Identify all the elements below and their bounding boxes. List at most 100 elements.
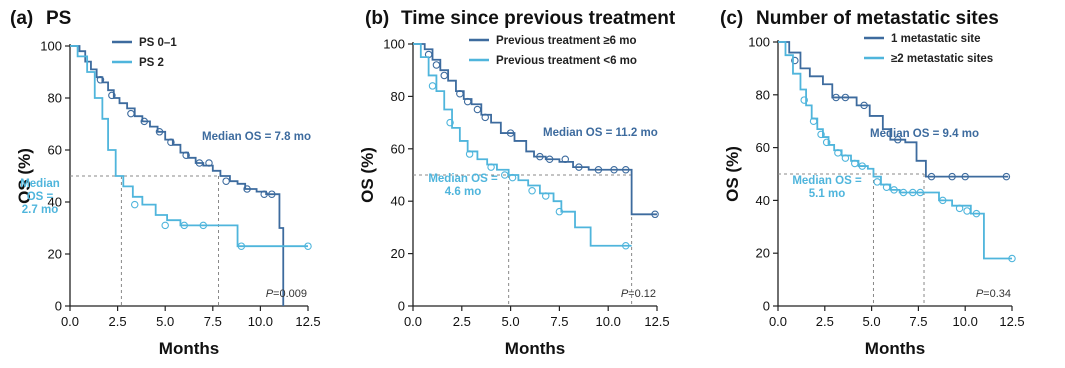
censor-mark [927,172,936,181]
chart-panel-b: (b) Time since previous treatment 0.0 2.5 5.… [355,0,710,368]
p-value: P=0.34 [976,288,1011,300]
x-tick-label: 5.0 [156,314,174,329]
censor-mark [140,117,149,126]
censor-mark [182,151,190,159]
censor-mark [800,96,808,104]
censor-mark [260,190,268,198]
censor-mark [222,177,230,185]
censor-mark [955,204,964,213]
censor-mark [972,209,981,218]
censor-mark [446,118,454,127]
censor-mark [873,178,881,186]
legend-label: PS 0–1 [139,37,177,49]
y-axis-title: OS (%) [723,146,742,202]
median-os-annotation: 5.1 mo [809,188,845,200]
x-tick-label: 5.0 [863,314,881,329]
censor-mark [561,155,570,164]
x-tick-label: 0.0 [769,314,787,329]
censor-mark [243,185,251,193]
censor-mark [882,183,891,191]
censor-mark [961,172,969,181]
x-tick-label: 12.5 [999,314,1024,329]
censor-mark [268,190,276,198]
censor-mark [463,97,472,106]
censor-mark [428,82,437,90]
censor-mark [432,61,441,69]
x-tick-label: 10.0 [953,314,978,329]
censor-mark [963,207,971,215]
censor-mark [916,188,925,197]
censor-mark [96,76,105,84]
censor-mark [237,242,246,250]
y-tick-label: 80 [756,87,770,102]
median-os-annotation: 4.6 mo [445,186,481,198]
chart-title: Time since previous treatment [401,8,676,29]
km-curve-2 [70,45,308,248]
censor-mark [528,186,536,195]
censor-mark [555,207,564,216]
p-value: P=0.009 [266,288,307,300]
y-tick-label: 80 [48,91,62,106]
x-tick-label: 12.5 [644,314,669,329]
median-os-annotation: OS = [27,191,54,203]
p-value-symbol: P [621,288,629,300]
y-tick-label: 20 [391,246,405,261]
x-axis-title: Months [505,339,565,358]
censor-mark [938,196,947,205]
censor-mark [155,128,164,136]
chart-svg: (b) Time since previous treatment 0.0 2.5 5.… [358,8,676,358]
x-axis-title: Months [865,339,925,358]
p-value-number: =0.12 [628,288,656,300]
censor-mark [205,159,213,167]
censor-mark [651,210,659,219]
x-tick-label: 12.5 [295,314,320,329]
p-value-symbol: P [976,288,984,300]
censor-mark [1008,254,1016,263]
chart-title: PS [46,8,71,29]
censor-mark [500,171,509,179]
km-curve-1 [413,43,657,216]
median-os-annotation: Median OS = 11.2 mo [543,127,658,139]
censor-mark [487,163,495,171]
y-tick-label: 80 [391,89,405,104]
censor-mark [832,93,840,102]
median-os-annotation: Median OS = 7.8 mo [202,131,311,143]
censor-mark [195,159,204,167]
censor-mark [473,105,482,114]
censor-mark [817,130,825,139]
censor-mark [506,129,515,137]
median-os-annotation: Median [20,178,60,190]
x-tick-label: 0.0 [404,314,422,329]
y-tick-label: 100 [748,35,770,50]
censor-mark [545,155,554,164]
legend-label: Previous treatment <6 mo [496,55,637,67]
y-tick-label: 0 [398,299,405,314]
x-tick-label: 2.5 [109,314,127,329]
panel-label: (a) [10,8,33,29]
censor-mark [899,188,908,197]
censor-mark [456,90,464,98]
median-os-annotation: Median OS = [428,173,498,185]
chart-svg: (a) PS 0.0 2.5 5.0 7.5 10.0 12.5 0 20 40 60 80 100 Mon… [10,8,321,358]
chart-panel-c: (c) Number of metastatic sites 0.0 2.5 5.0 7.… [710,0,1065,368]
y-axis-title: OS (%) [15,148,34,204]
km-curve-2 [413,43,632,247]
chart-svg: (c) Number of metastatic sites 0.0 2.5 5.0 7.… [720,8,1025,358]
p-value-number: =0.009 [273,288,307,300]
censor-mark [508,173,517,182]
y-tick-label: 40 [48,195,62,210]
censor-mark [594,166,603,174]
censor-mark [622,241,630,250]
censor-mark [180,221,188,230]
censor-mark [440,71,448,80]
censor-mark [909,188,917,197]
y-axis-title: OS (%) [358,147,377,203]
y-tick-label: 60 [756,140,770,155]
panel-label: (b) [365,8,389,29]
p-value-number: =0.34 [983,288,1011,300]
x-tick-label: 7.5 [550,314,568,329]
p-value: P=0.12 [621,288,656,300]
x-tick-label: 2.5 [453,314,471,329]
censor-mark [161,221,169,230]
censor-mark [841,154,850,162]
